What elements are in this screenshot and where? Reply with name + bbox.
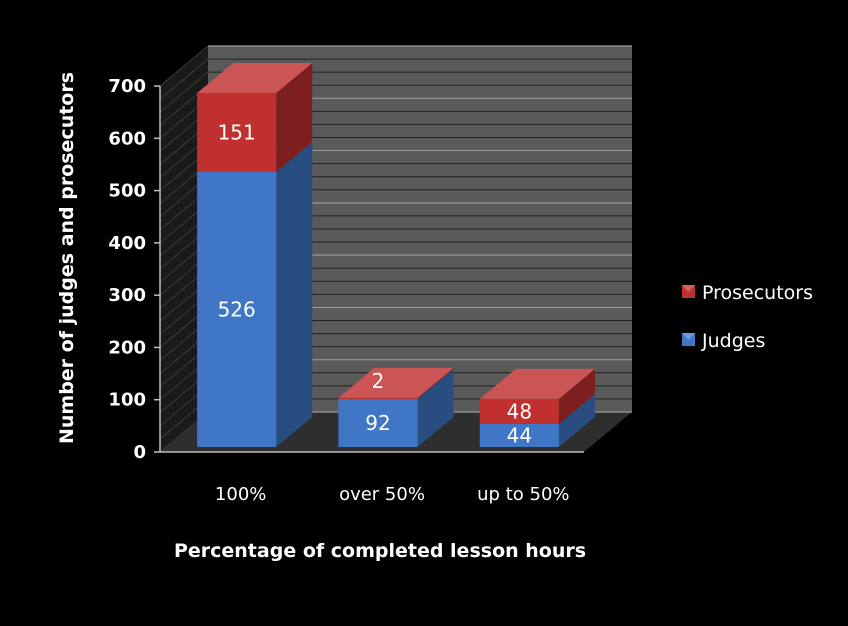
- bar-judges: [197, 141, 313, 447]
- bar-side-face: [276, 141, 313, 447]
- bar-front-face: [197, 93, 277, 172]
- bar-side-face: [417, 368, 454, 447]
- bar-side-face: [417, 367, 454, 399]
- legend-swatch-highlight: [682, 285, 695, 292]
- y-tick-label: 500: [108, 181, 146, 202]
- bar-front-face: [479, 398, 559, 424]
- bar-top-face: [197, 63, 313, 94]
- bar-front-face: [338, 397, 418, 399]
- side-gridline: [159, 45, 209, 87]
- data-label-prosecutors: 2: [372, 369, 385, 393]
- bar-side-face: [276, 63, 313, 172]
- legend-swatch-highlight: [682, 333, 695, 340]
- x-tick-label: up to 50%: [477, 484, 569, 505]
- x-tick-label: over 50%: [339, 484, 425, 505]
- y-tick-label: 200: [108, 337, 146, 358]
- y-tick-label: 100: [108, 390, 146, 411]
- legend-item-prosecutors: Prosecutors: [682, 282, 813, 304]
- y-tick-label: 600: [108, 128, 146, 149]
- data-label-prosecutors: 48: [507, 399, 532, 423]
- bar-side-face: [558, 393, 595, 447]
- data-label-judges: 44: [507, 423, 532, 447]
- x-axis-title: Percentage of completed lesson hours: [174, 540, 586, 562]
- side-gridline: [159, 71, 209, 113]
- data-label-judges: 92: [365, 411, 390, 435]
- legend-item-judges: Judges: [682, 330, 765, 352]
- bar-prosecutors: [197, 63, 313, 172]
- bar-judges: [479, 393, 595, 447]
- bar-judges: [338, 368, 454, 447]
- y-tick-label: 700: [108, 76, 146, 97]
- legend: Prosecutors Judges: [682, 282, 813, 352]
- data-label-prosecutors: 151: [218, 121, 256, 145]
- bar-prosecutors: [338, 367, 454, 399]
- axes: 0 100 200 300 400 500 600 700 100% over 50% up to …: [108, 76, 584, 505]
- data-label-judges: 526: [218, 297, 256, 321]
- y-tick-label: 400: [108, 233, 146, 254]
- y-tick-label: 300: [108, 285, 146, 306]
- side-gridline: [159, 58, 209, 100]
- bar-side-face: [558, 368, 595, 424]
- bar-front-face: [338, 398, 418, 447]
- legend-label: Prosecutors: [702, 282, 813, 304]
- bar-front-face: [197, 171, 277, 447]
- legend-label: Judges: [701, 330, 765, 352]
- bar-prosecutors: [479, 368, 595, 424]
- y-tick-label: 0: [133, 442, 146, 463]
- bar-top-face: [479, 368, 595, 399]
- bars: [197, 63, 595, 447]
- bar-top-face: [338, 367, 454, 398]
- y-axis-title: Number of judges and prosecutors: [56, 72, 78, 444]
- x-tick-label: 100%: [215, 484, 266, 505]
- bar-front-face: [479, 423, 559, 447]
